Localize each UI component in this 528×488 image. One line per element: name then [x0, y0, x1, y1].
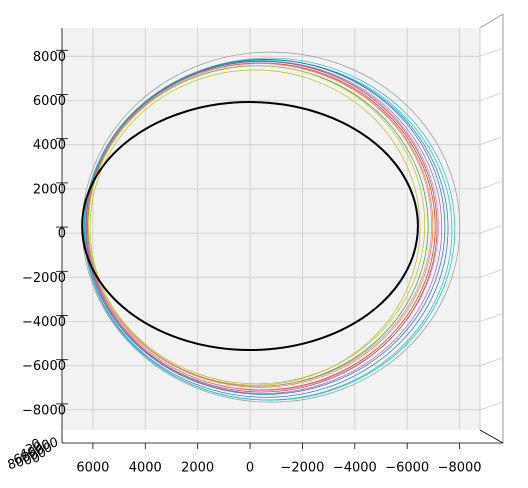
z-pane-tick: [479, 401, 504, 411]
x-tick-label: 6000: [76, 461, 109, 476]
y-tick-label: −2000: [22, 271, 66, 286]
y-tick-label: −8000: [22, 403, 66, 418]
x-tick-label: 2000: [181, 461, 214, 476]
z-pane-tick: [479, 47, 504, 57]
y-tick-label: 8000: [33, 50, 66, 65]
pane: [62, 28, 480, 430]
y-tick-label: 6000: [33, 94, 66, 109]
z-pane-tick: [479, 357, 504, 367]
z-tick-label: 0: [30, 437, 42, 454]
y-tick-label: −6000: [22, 359, 66, 374]
z-pane-tick: [479, 224, 504, 234]
x-tick-label: −6000: [385, 461, 429, 476]
y-tick-label: −4000: [22, 315, 66, 330]
x-tick-label: −2000: [280, 461, 324, 476]
z-pane-tick: [479, 92, 504, 101]
orbit: [83, 57, 456, 401]
orbit: [89, 69, 421, 386]
x-tick-label: 4000: [129, 461, 162, 476]
orbit: [81, 101, 419, 351]
z-pane-tick: [479, 268, 504, 278]
orbit: [86, 63, 432, 387]
y-tick-label: 4000: [33, 138, 66, 153]
z-pane-tick: [479, 313, 504, 322]
y-tick-label: 0: [58, 227, 66, 242]
z-pane-tick: [479, 180, 504, 190]
x-tick-label: 0: [246, 461, 254, 476]
axis-edge: [479, 429, 504, 444]
orbit: [85, 61, 438, 393]
x-tick-label: −8000: [438, 461, 482, 476]
z-pane-tick: [479, 136, 504, 146]
pane-edge: [479, 13, 504, 29]
x-tick-label: −4000: [333, 461, 377, 476]
y-tick-label: 2000: [33, 182, 66, 197]
orbit: [88, 65, 426, 385]
